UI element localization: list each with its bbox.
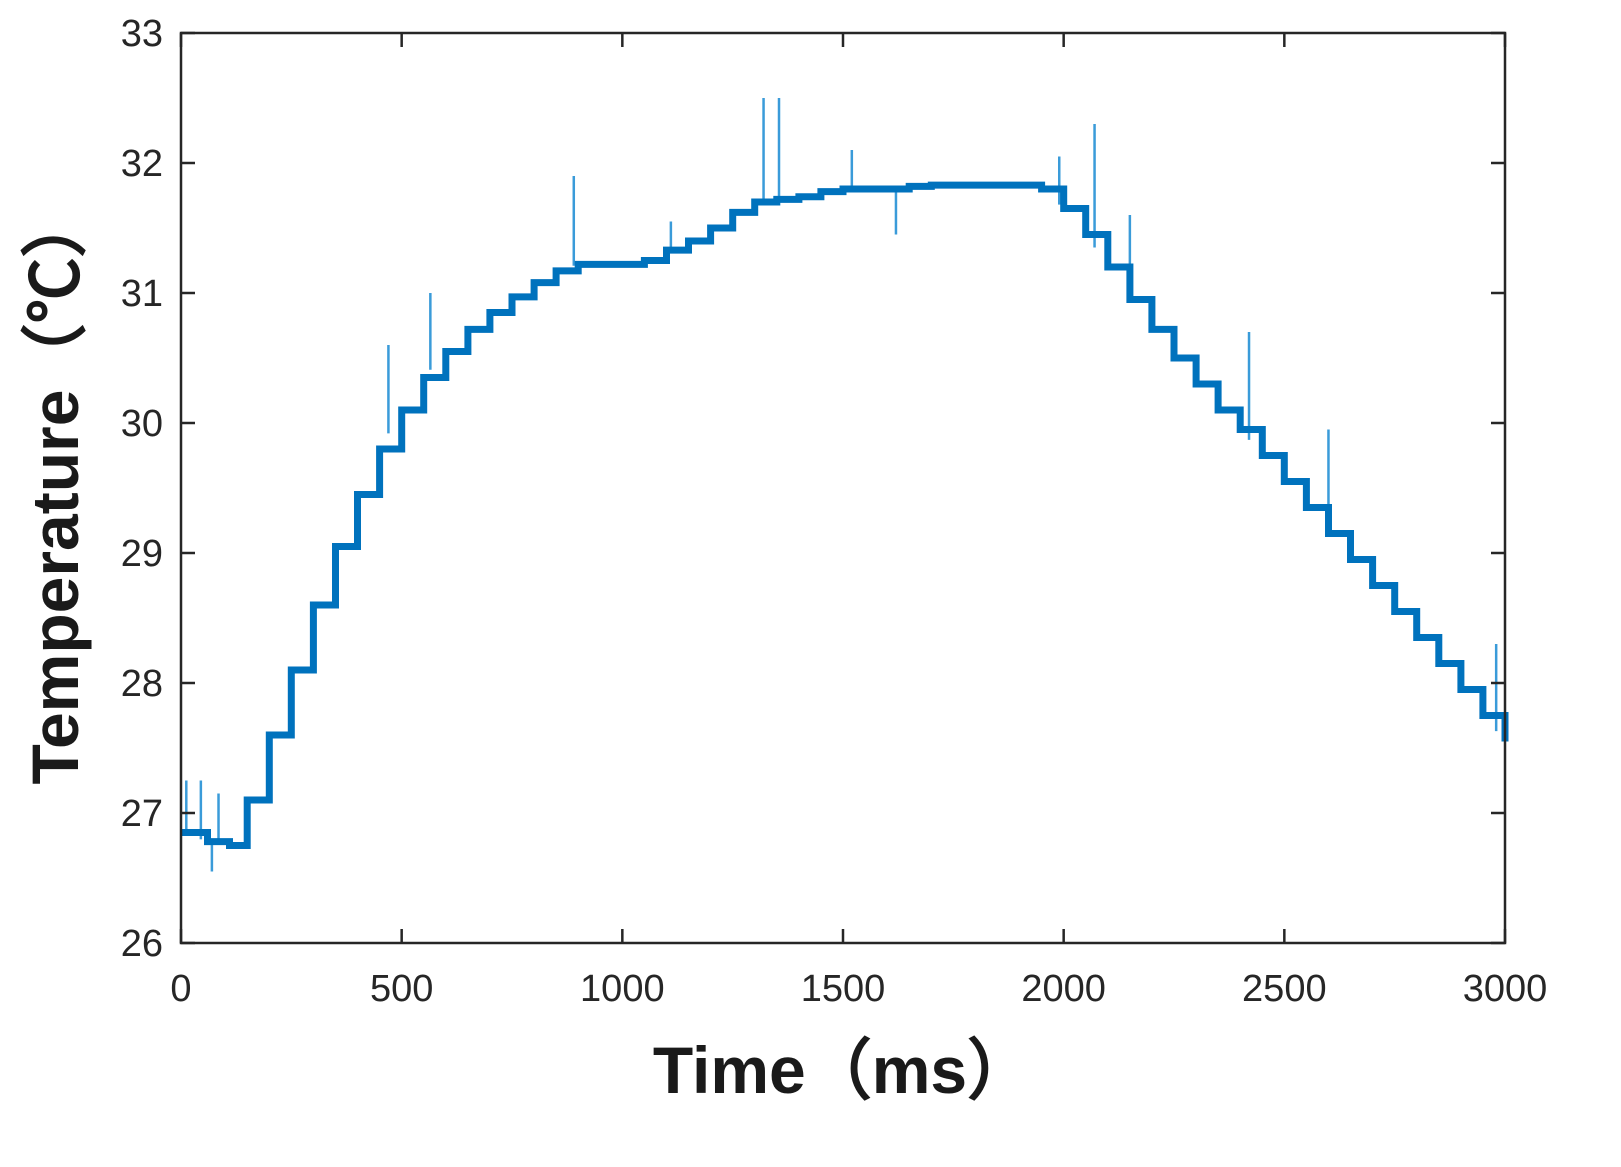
y-tick-label: 33 — [121, 13, 163, 55]
x-tick-label: 3000 — [1463, 968, 1548, 1010]
noise-spikes — [185, 98, 1498, 872]
x-tick-label: 500 — [370, 968, 433, 1010]
y-tick-label: 29 — [121, 533, 163, 575]
y-tick-label: 28 — [121, 663, 163, 705]
x-axis-title: Time（ms） — [653, 1033, 1033, 1107]
y-tick-label: 26 — [121, 923, 163, 965]
y-tick-label: 27 — [121, 793, 163, 835]
y-tick-label: 31 — [121, 273, 163, 315]
temperature-series-line — [181, 181, 1509, 849]
series-layer — [181, 181, 1509, 849]
x-tick-label: 1000 — [580, 968, 665, 1010]
y-tick-label: 30 — [121, 403, 163, 445]
x-tick-label: 1500 — [801, 968, 886, 1010]
y-axis-title: Temperature（℃） — [18, 192, 92, 785]
x-tick-label: 2500 — [1242, 968, 1327, 1010]
y-tick-label: 32 — [121, 143, 163, 185]
x-tick-label: 2000 — [1021, 968, 1106, 1010]
x-tick-label: 0 — [170, 968, 191, 1010]
axis-ticks: 0 500 1000 1500 2000 2500 3000 26 27 28 29 30 31 32 33 — [121, 13, 1548, 1010]
